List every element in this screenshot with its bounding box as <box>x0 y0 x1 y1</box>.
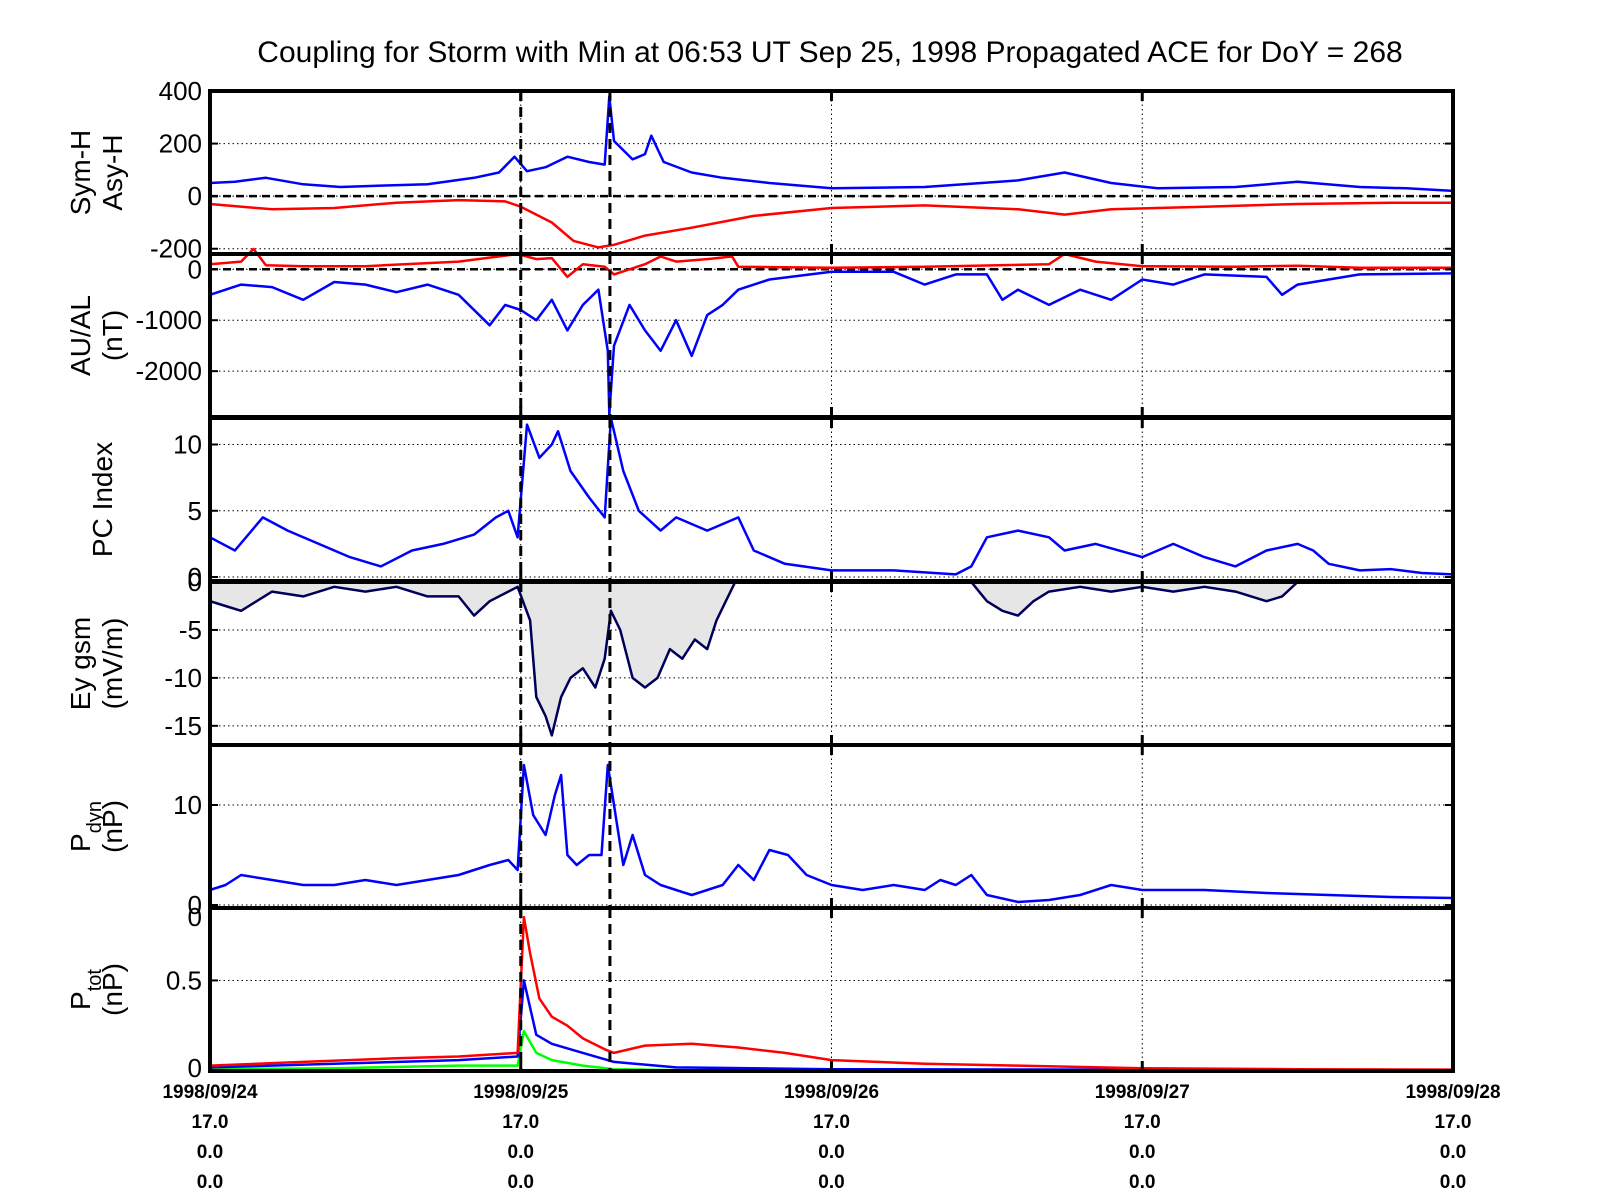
y-tick-label: 10 <box>173 790 202 820</box>
panel-2: 0 -1000 -2000 AU/AL (nT) <box>65 247 1455 419</box>
x-tick-label-1-2: 0.0 <box>508 1142 534 1163</box>
x-tick-label-3-3: 0.0 <box>1129 1172 1155 1193</box>
y-axis-label: AU/AL <box>65 295 96 376</box>
y-tick-label: -10 <box>164 663 202 693</box>
panel-6: 0.5 0 0 Ptot(nP) <box>65 902 1455 1083</box>
x-tick-label-3-0: 1998/09/27 <box>1095 1082 1190 1103</box>
y-axis-label: Sym-H <box>65 130 96 216</box>
series-line-red <box>209 915 1454 1071</box>
y-axis-label: Ey gsm <box>65 617 96 710</box>
y-axis-label: (nP) <box>97 963 128 1016</box>
series-line-navy <box>209 580 1453 737</box>
series-line-blue <box>209 979 1454 1072</box>
y-axis-label: Pdyn <box>65 801 106 852</box>
x-tick-label-2-0: 1998/09/26 <box>784 1082 879 1103</box>
y-axis-label: (nT) <box>97 310 128 361</box>
panel-3: 10 5 0 PC Index <box>87 416 1455 592</box>
y-tick-label: -2000 <box>136 356 203 386</box>
x-tick-label-1-1: 17.0 <box>502 1112 539 1133</box>
x-tick-label-2-3: 0.0 <box>818 1172 844 1193</box>
x-tick-label-1-3: 0.0 <box>508 1172 534 1193</box>
y-axis-label: Ptot <box>65 969 106 1010</box>
series-line-blue <box>209 763 1454 904</box>
x-tick-label-2-2: 0.0 <box>818 1142 844 1163</box>
y-tick-label: 0 <box>188 890 202 920</box>
series-line-blue <box>209 416 1454 576</box>
y-tick-label: 5 <box>188 496 202 526</box>
y-tick-label: 400 <box>159 76 202 106</box>
x-axis: 1998/09/24 17.0 0.0 0.0 1998/09/25 17.0 0.0 0.0… <box>162 1082 1500 1193</box>
y-tick-label: -15 <box>164 711 202 741</box>
y-axis-label: (nP) <box>97 800 128 853</box>
x-tick-label-4-1: 17.0 <box>1435 1112 1472 1133</box>
x-tick-label-4-0: 1998/09/28 <box>1405 1082 1500 1103</box>
y-tick-label: 0 <box>188 562 202 592</box>
series-line-red <box>209 198 1453 249</box>
y-tick-label: 200 <box>159 129 202 159</box>
series-line-blue <box>209 95 1454 193</box>
x-tick-label-3-1: 17.0 <box>1124 1112 1161 1133</box>
y-tick-label: 0 <box>188 181 202 211</box>
y-tick-label: -1000 <box>136 305 203 335</box>
y-tick-label: -5 <box>179 615 202 645</box>
y-axis-label: (mV/m) <box>97 618 128 710</box>
panel-1: 400 200 0 -200 Sym-H Asy-H <box>65 76 1455 264</box>
y-tick-label: 0 <box>188 254 202 284</box>
panel-5: 10 0 Pdyn(nP) <box>65 743 1455 920</box>
y-tick-label: 0.5 <box>166 965 202 995</box>
y-axis-label: PC Index <box>87 442 118 557</box>
x-tick-label-1-0: 1998/09/25 <box>473 1082 569 1103</box>
y-tick-label: 0 <box>188 567 202 597</box>
x-tick-label-4-2: 0.0 <box>1440 1142 1466 1163</box>
y-axis-label: Asy-H <box>97 134 128 210</box>
x-tick-label-0-3: 0.0 <box>197 1172 223 1193</box>
y-tick-label: 10 <box>173 430 202 460</box>
x-tick-label-0-2: 0.0 <box>197 1142 223 1163</box>
panel-4: 0 -5 -10 -15 Ey gsm (mV/m) <box>65 567 1455 747</box>
x-tick-label-0-1: 17.0 <box>192 1112 229 1133</box>
x-tick-label-2-1: 17.0 <box>813 1112 850 1133</box>
y-tick-label-top: 0 <box>188 902 202 932</box>
y-tick-label: 0 <box>188 1053 202 1083</box>
x-tick-label-0-0: 1998/09/24 <box>162 1082 258 1103</box>
x-tick-label-3-2: 0.0 <box>1129 1142 1155 1163</box>
y-tick-label: -200 <box>150 234 202 264</box>
series-line-blue <box>209 270 1454 416</box>
x-tick-label-4-3: 0.0 <box>1440 1172 1466 1193</box>
figure-title: Coupling for Storm with Min at 06:53 UT … <box>257 36 1402 69</box>
series-line-red <box>209 247 1453 279</box>
